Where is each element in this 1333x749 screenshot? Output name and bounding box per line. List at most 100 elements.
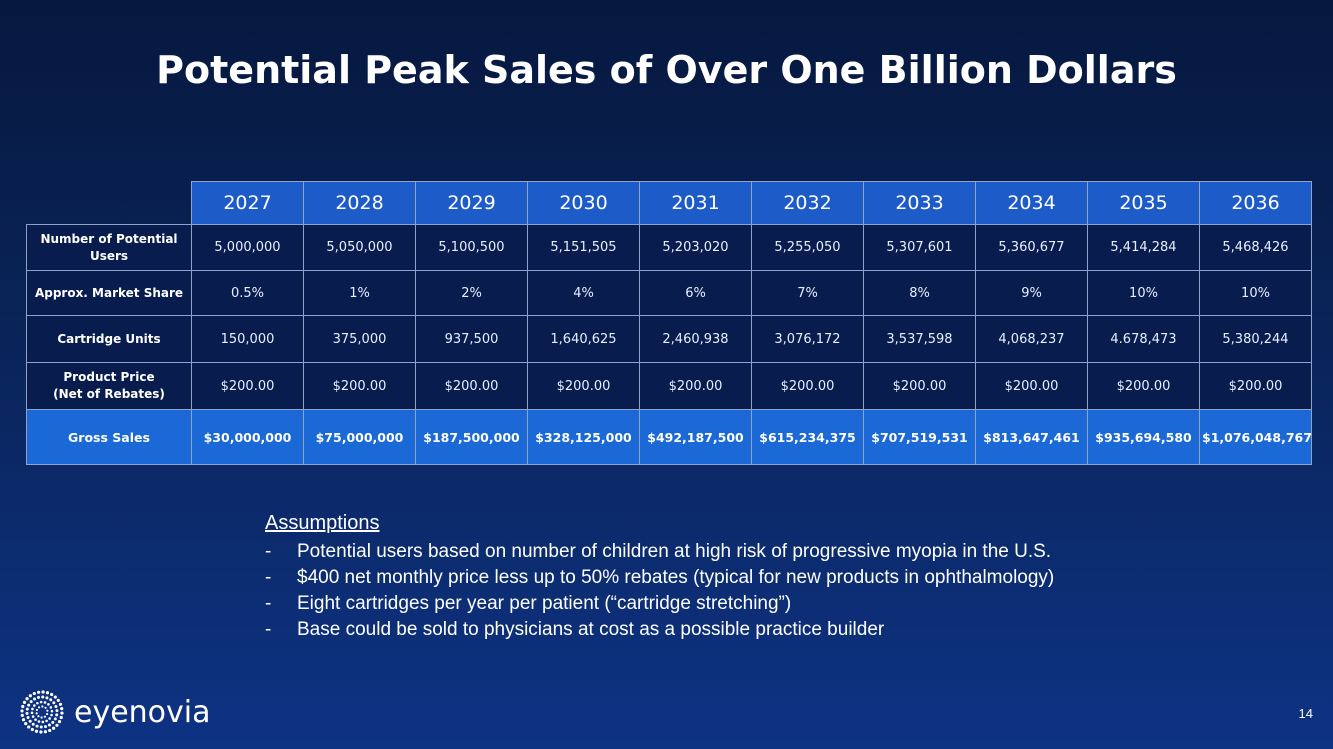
- table-cell: 5,380,244: [1199, 315, 1312, 363]
- table-row-potential-users: Number of Potential Users 5,000,000 5,050…: [26, 224, 1312, 271]
- logo-dot: [59, 715, 63, 720]
- logo-dot: [21, 704, 25, 709]
- logo-dot: [45, 691, 50, 695]
- year-header: 2035: [1087, 181, 1200, 225]
- logo-dot: [35, 712, 38, 715]
- logo-dot: [60, 707, 64, 711]
- logo-dot: [60, 711, 64, 715]
- logo-dot: [21, 718, 26, 722]
- logo-dot: [43, 701, 47, 704]
- logo-dot: [49, 698, 53, 702]
- logo-dot: [50, 692, 54, 697]
- row-label: Gross Sales: [26, 409, 192, 465]
- logo-dot: [51, 720, 55, 724]
- logo-dot: [27, 725, 31, 729]
- logo-wordmark: eyenovia: [74, 694, 211, 730]
- logo-dot: [47, 703, 50, 706]
- logo-dot: [37, 715, 40, 718]
- logo-dot: [55, 713, 59, 717]
- table-cell: $200.00: [863, 362, 976, 410]
- table-cell: $615,234,375: [751, 409, 864, 465]
- logo-dot: [52, 701, 56, 705]
- logo-dot: [43, 715, 47, 718]
- table-cell: 5,468,426: [1199, 224, 1312, 271]
- dash-bullet: -: [265, 593, 272, 614]
- table-cell: 5,360,677: [975, 224, 1088, 271]
- logo-dot: [28, 694, 32, 698]
- dash-bullet: -: [265, 541, 272, 562]
- logo-dot: [20, 713, 24, 717]
- logo-dot: [36, 701, 39, 705]
- table-cell: $813,647,461: [975, 409, 1088, 465]
- logo-dot: [58, 702, 63, 706]
- year-header: 2033: [863, 181, 976, 225]
- list-item: - Base could be sold to physicians at cos…: [265, 617, 1265, 643]
- row-label-line: (Net of Rebates): [53, 387, 165, 401]
- logo-dot: [53, 695, 57, 699]
- list-item-text: Eight cartridges per year per patient (“…: [297, 593, 792, 614]
- row-label: Cartridge Units: [26, 315, 192, 363]
- logo-dot: [50, 713, 53, 717]
- logo-dot: [35, 708, 38, 712]
- row-label-line: Product Price: [63, 370, 155, 384]
- logo-dot: [29, 700, 33, 704]
- logo-dot: [44, 706, 47, 709]
- year-header-row: 2027 2028 2029 2030 2031 2032 2033 2034 …: [27, 181, 1312, 225]
- logo-dot: [30, 727, 34, 732]
- list-item-text: $400 net monthly price less up to 50% re…: [297, 567, 1055, 588]
- table-cell: $200.00: [751, 362, 864, 410]
- table-cell: $200.00: [191, 362, 304, 410]
- table-cell: 1%: [303, 270, 416, 316]
- logo-dot: [57, 720, 62, 724]
- table-cell: $200.00: [527, 362, 640, 410]
- table-cell: 2,460,938: [639, 315, 752, 363]
- logo-dot: [25, 711, 29, 715]
- table-cell: 4%: [527, 270, 640, 316]
- table-cell: $200.00: [1199, 362, 1312, 410]
- logo-dot: [37, 720, 41, 723]
- table-cell: 0.5%: [191, 270, 304, 316]
- row-label-line: Users: [89, 248, 129, 263]
- logo-dot: [37, 695, 40, 699]
- table-cell: 10%: [1087, 270, 1200, 316]
- slide-title: Potential Peak Sales of Over One Billion…: [156, 48, 1177, 92]
- logo-dot: [46, 709, 49, 712]
- table-cell: 5,151,505: [527, 224, 640, 271]
- year-header: 2029: [415, 181, 528, 225]
- logo-dot: [26, 716, 30, 720]
- list-item-text: Base could be sold to physicians at cost…: [297, 619, 885, 640]
- table-row-product-price: Product Price (Net of Rebates) $200.00 $2…: [26, 362, 1312, 410]
- table-cell: 8%: [863, 270, 976, 316]
- table-cell: 6%: [639, 270, 752, 316]
- logo-dot: [50, 709, 54, 713]
- table-cell: 9%: [975, 270, 1088, 316]
- logo-dot: [31, 715, 35, 718]
- table-cell: 7%: [751, 270, 864, 316]
- assumptions-list: - Potential users based on number of chil…: [265, 539, 1265, 643]
- logo-dot: [41, 720, 45, 724]
- logo-dot: [46, 712, 49, 716]
- logo-dot: [41, 690, 45, 694]
- table-cell: 4.678,473: [1087, 315, 1200, 363]
- year-header: 2028: [303, 181, 416, 225]
- logo-dot: [48, 717, 51, 720]
- table-cell: $935,694,580: [1087, 409, 1200, 465]
- list-item-text: Potential users based on number of child…: [297, 541, 1052, 562]
- logo-dot: [54, 704, 58, 708]
- sales-projection-table: 2027 2028 2029 2030 2031 2032 2033 2034 …: [26, 181, 1312, 465]
- logo-dot: [35, 724, 39, 728]
- logo-dot: [45, 719, 48, 723]
- table-cell: 5,203,020: [639, 224, 752, 271]
- table-cell: 2%: [415, 270, 528, 316]
- row-label: Number of Potential Users: [26, 224, 192, 271]
- year-header: 2036: [1199, 181, 1312, 225]
- year-header: 2031: [639, 181, 752, 225]
- year-header: 2030: [527, 181, 640, 225]
- logo-dot: [47, 723, 51, 727]
- table-cell: 1,640,625: [527, 315, 640, 363]
- logo-dot: [43, 730, 47, 734]
- table-cell: 5,307,601: [863, 224, 976, 271]
- table-cell: 5,414,284: [1087, 224, 1200, 271]
- table-cell: $200.00: [975, 362, 1088, 410]
- table-cell: 5,255,050: [751, 224, 864, 271]
